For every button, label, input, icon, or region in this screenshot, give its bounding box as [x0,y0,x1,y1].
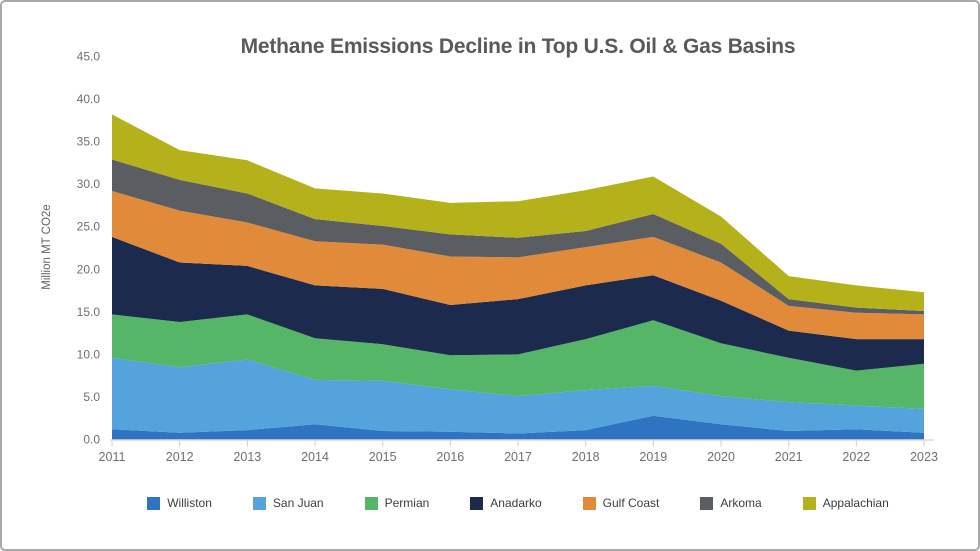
legend-item-anadarko: Anadarko [470,496,542,510]
x-tick-label: 2013 [233,450,261,464]
y-tick-label: 40.0 [77,92,101,106]
x-tick-label: 2011 [99,450,126,464]
area-gulf-coast [112,191,924,340]
y-tick-label: 30.0 [77,177,101,191]
x-tick-label: 2014 [301,450,329,464]
x-tick-label: 2019 [639,450,667,464]
legend-swatch-anadarko [470,496,484,510]
x-tick-label: 2022 [842,450,870,464]
legend-swatch-appalachian [802,496,816,510]
chart-legend: Williston San Juan Permian Anadarko Gulf Coa… [112,496,924,510]
legend-label-san-juan: San Juan [272,496,324,510]
x-tick-label: 2021 [775,450,803,464]
legend-item-san-juan: San Juan [252,496,324,510]
y-tick-label: 35.0 [77,135,101,149]
area-anadarko [112,236,924,371]
x-tick-label: 2016 [436,450,464,464]
y-tick-label: 45.0 [77,50,101,64]
legend-swatch-san-juan [252,496,266,510]
legend-item-gulf-coast: Gulf Coast [582,496,660,510]
y-tick-label: 25.0 [77,220,101,234]
legend-label-arkoma: Arkoma [720,496,762,510]
legend-swatch-williston [147,496,161,510]
x-tick-label: 2012 [166,450,194,464]
legend-label-appalachian: Appalachian [822,496,889,510]
legend-swatch-permian [364,496,378,510]
area-williston [112,415,924,440]
y-tick-label: 0.0 [83,433,100,447]
legend-item-appalachian: Appalachian [802,496,889,510]
y-tick-label: 10.0 [77,347,101,361]
legend-item-permian: Permian [364,496,430,510]
legend-label-permian: Permian [384,496,430,510]
legend-item-williston: Williston [147,496,212,510]
legend-swatch-gulf-coast [582,496,596,510]
y-tick-label: 20.0 [77,262,101,276]
x-tick-label: 2023 [910,450,938,464]
legend-swatch-arkoma [700,496,714,510]
legend-item-arkoma: Arkoma [700,496,762,510]
x-tick-label: 2017 [504,450,532,464]
area-permian [112,314,924,409]
x-tick-label: 2018 [572,450,600,464]
x-tick-label: 2015 [369,450,397,464]
area-appalachian [112,114,924,312]
y-tick-label: 15.0 [77,305,101,319]
legend-label-anadarko: Anadarko [490,496,542,510]
x-tick-label: 2020 [707,450,735,464]
area-san-juan [112,357,924,434]
legend-label-williston: Williston [167,496,212,510]
y-tick-label: 5.0 [83,390,100,404]
chart-title: Methane Emissions Decline in Top U.S. Oi… [240,35,796,58]
legend-label-gulf-coast: Gulf Coast [602,496,660,510]
